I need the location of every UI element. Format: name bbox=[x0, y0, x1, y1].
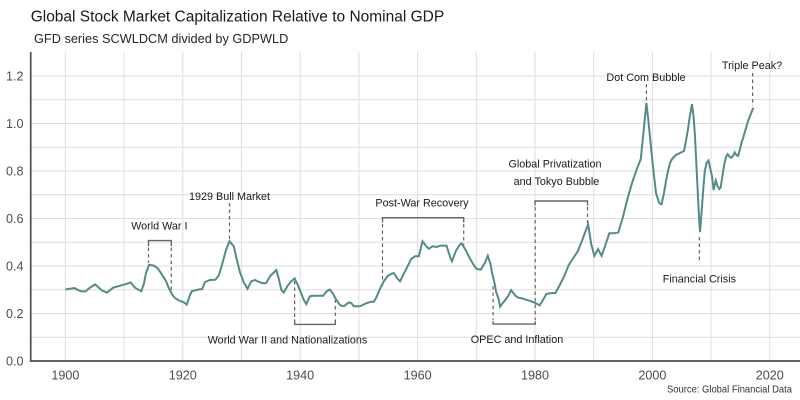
svg-text:0.2: 0.2 bbox=[6, 307, 24, 321]
svg-text:Source: Global Financial Data: Source: Global Financial Data bbox=[667, 384, 792, 395]
svg-text:1940: 1940 bbox=[286, 369, 314, 383]
svg-text:Triple Peak?: Triple Peak? bbox=[722, 60, 782, 72]
svg-text:Financial Crisis: Financial Crisis bbox=[663, 274, 737, 286]
svg-text:GFD series SCWLDCM divided by: GFD series SCWLDCM divided by GDPWLD bbox=[34, 31, 288, 46]
svg-text:Post-War Recovery: Post-War Recovery bbox=[375, 198, 469, 210]
svg-text:0.6: 0.6 bbox=[6, 212, 24, 226]
svg-text:1960: 1960 bbox=[404, 369, 432, 383]
svg-text:1.0: 1.0 bbox=[6, 117, 24, 131]
svg-text:1900: 1900 bbox=[51, 369, 79, 383]
svg-text:2000: 2000 bbox=[638, 369, 666, 383]
svg-text:0.0: 0.0 bbox=[6, 355, 24, 369]
svg-text:World War II and Nationalizati: World War II and Nationalizations bbox=[208, 334, 368, 346]
svg-text:1920: 1920 bbox=[169, 369, 197, 383]
svg-text:Dot Com Bubble: Dot Com Bubble bbox=[606, 72, 685, 84]
svg-text:2020: 2020 bbox=[756, 369, 784, 383]
svg-text:0.8: 0.8 bbox=[6, 165, 24, 179]
svg-text:World War I: World War I bbox=[131, 221, 187, 233]
svg-text:Global Stock Market Capitaliza: Global Stock Market Capitalization Relat… bbox=[31, 8, 445, 25]
svg-text:1980: 1980 bbox=[521, 369, 549, 383]
svg-text:1929 Bull Market: 1929 Bull Market bbox=[189, 191, 270, 203]
svg-text:0.4: 0.4 bbox=[6, 260, 24, 274]
svg-text:and Tokyo Bubble: and Tokyo Bubble bbox=[514, 176, 600, 188]
svg-text:Global Privatization: Global Privatization bbox=[508, 159, 601, 171]
svg-text:1.2: 1.2 bbox=[6, 70, 24, 84]
svg-text:OPEC and Inflation: OPEC and Inflation bbox=[471, 334, 563, 346]
